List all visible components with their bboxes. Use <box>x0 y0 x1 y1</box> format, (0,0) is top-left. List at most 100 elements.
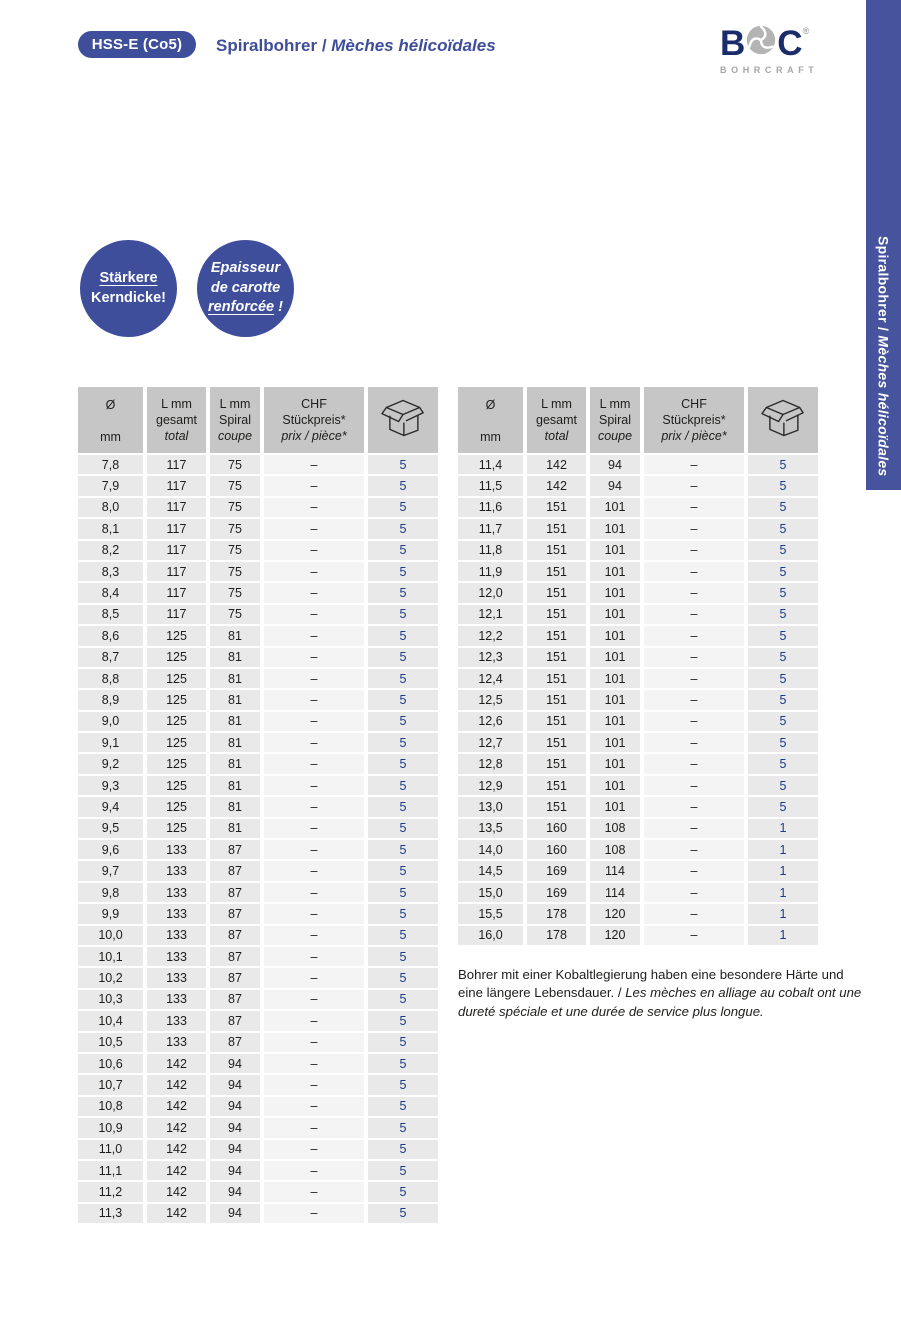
table-cell: 125 <box>147 690 206 710</box>
table-cell: – <box>264 968 364 988</box>
table-cell: 5 <box>368 1118 438 1138</box>
table-cell: 87 <box>210 840 260 860</box>
table-cell: 94 <box>210 1182 260 1202</box>
table-cell: – <box>644 583 744 603</box>
table-cell: 15,5 <box>458 904 523 924</box>
table-cell: 5 <box>368 1053 438 1074</box>
table-cell: 133 <box>147 968 206 988</box>
table-cell: 151 <box>527 583 586 603</box>
table-cell: 87 <box>210 882 260 903</box>
table-cell: 125 <box>147 775 206 796</box>
table-cell: 142 <box>147 1203 206 1224</box>
logo-wordmark: BOHRCRAFT <box>720 65 819 75</box>
table-cell: 142 <box>147 1118 206 1138</box>
table-cell: 75 <box>210 604 260 625</box>
table-cell: 9,2 <box>78 754 143 774</box>
table-cell: 5 <box>368 840 438 860</box>
table-cell: – <box>264 925 364 945</box>
table-cell: – <box>264 476 364 496</box>
table-cell: 5 <box>368 946 438 967</box>
section-tab: Spiralbohrer / Mèches hélicoïdales <box>866 0 901 490</box>
table-cell: 5 <box>368 1182 438 1202</box>
table-cell: 114 <box>590 861 640 881</box>
table-cell: – <box>264 604 364 625</box>
table-cell: – <box>644 519 744 539</box>
table-cell: 125 <box>147 797 206 817</box>
registered-mark: ® <box>802 26 810 36</box>
table-cell: 81 <box>210 647 260 667</box>
page-title: Spiralbohrer / Mèches hélicoïdales <box>216 36 496 55</box>
table-cell: 5 <box>368 1011 438 1031</box>
table-cell: – <box>644 882 744 903</box>
table-cell: 8,0 <box>78 497 143 518</box>
table-cell: 94 <box>210 1160 260 1181</box>
table-cell: 10,1 <box>78 946 143 967</box>
table-cell: – <box>264 647 364 667</box>
table-cell: 117 <box>147 561 206 582</box>
table-cell: – <box>644 604 744 625</box>
promo-circle-fr: Epaisseur de carotte renforcée ! <box>197 240 294 337</box>
table-cell: 12,7 <box>458 733 523 753</box>
col-header-package <box>368 387 438 453</box>
table-cell: – <box>264 733 364 753</box>
table-cell: 101 <box>590 519 640 539</box>
table-cell: 169 <box>527 861 586 881</box>
table-cell: 101 <box>590 668 640 689</box>
table-cell: 5 <box>368 775 438 796</box>
table-cell: – <box>264 668 364 689</box>
table-cell: 8,6 <box>78 626 143 646</box>
table-cell: 5 <box>748 476 818 496</box>
table-cell: – <box>264 1053 364 1074</box>
table-cell: 10,6 <box>78 1053 143 1074</box>
table-cell: 9,8 <box>78 882 143 903</box>
table-cell: 13,5 <box>458 818 523 839</box>
section-tab-label: Spiralbohrer / Mèches hélicoïdales <box>875 236 892 477</box>
table-cell: 5 <box>748 711 818 732</box>
table-cell: 101 <box>590 775 640 796</box>
table-cell: 5 <box>368 1075 438 1095</box>
table-cell: 117 <box>147 476 206 496</box>
logo-letters: B C ® <box>720 23 810 63</box>
table-cell: – <box>264 775 364 796</box>
table-cell: 12,9 <box>458 775 523 796</box>
table-cell: 125 <box>147 668 206 689</box>
table-cell: – <box>264 946 364 967</box>
table-cell: 87 <box>210 904 260 924</box>
table-cell: 125 <box>147 818 206 839</box>
table-cell: 7,9 <box>78 476 143 496</box>
table-cell: – <box>644 540 744 560</box>
table-cell: 133 <box>147 925 206 945</box>
table-cell: 5 <box>368 626 438 646</box>
cobalt-note-de: Bohrer mit einer Kobaltlegierung haben e… <box>458 967 844 1001</box>
col-header-length-spiral: L mm Spiral coupe <box>590 387 640 453</box>
table-cell: 12,2 <box>458 626 523 646</box>
table-cell: 5 <box>368 711 438 732</box>
table-cell: 151 <box>527 668 586 689</box>
table-cell: 87 <box>210 1011 260 1031</box>
table-cell: 11,4 <box>458 455 523 475</box>
table-cell: 8,4 <box>78 583 143 603</box>
table-cell: 117 <box>147 583 206 603</box>
promo-circle-de: Stärkere Kerndicke! <box>80 240 177 337</box>
table-cell: 151 <box>527 711 586 732</box>
table-cell: 8,8 <box>78 668 143 689</box>
table-cell: 12,1 <box>458 604 523 625</box>
table-cell: 151 <box>527 561 586 582</box>
table-cell: – <box>644 690 744 710</box>
table-cell: 94 <box>210 1139 260 1159</box>
box-icon <box>380 397 426 443</box>
table-cell: 5 <box>368 1203 438 1224</box>
table-cell: 9,5 <box>78 818 143 839</box>
table-cell: 81 <box>210 754 260 774</box>
table-cell: 10,4 <box>78 1011 143 1031</box>
table-cell: 5 <box>748 775 818 796</box>
table-cell: 151 <box>527 626 586 646</box>
table-cell: 151 <box>527 497 586 518</box>
table-cell: 5 <box>368 797 438 817</box>
table-cell: 87 <box>210 1032 260 1052</box>
table-cell: 5 <box>368 1096 438 1117</box>
table-cell: 87 <box>210 989 260 1010</box>
table-cell: 81 <box>210 668 260 689</box>
table-cell: – <box>644 626 744 646</box>
